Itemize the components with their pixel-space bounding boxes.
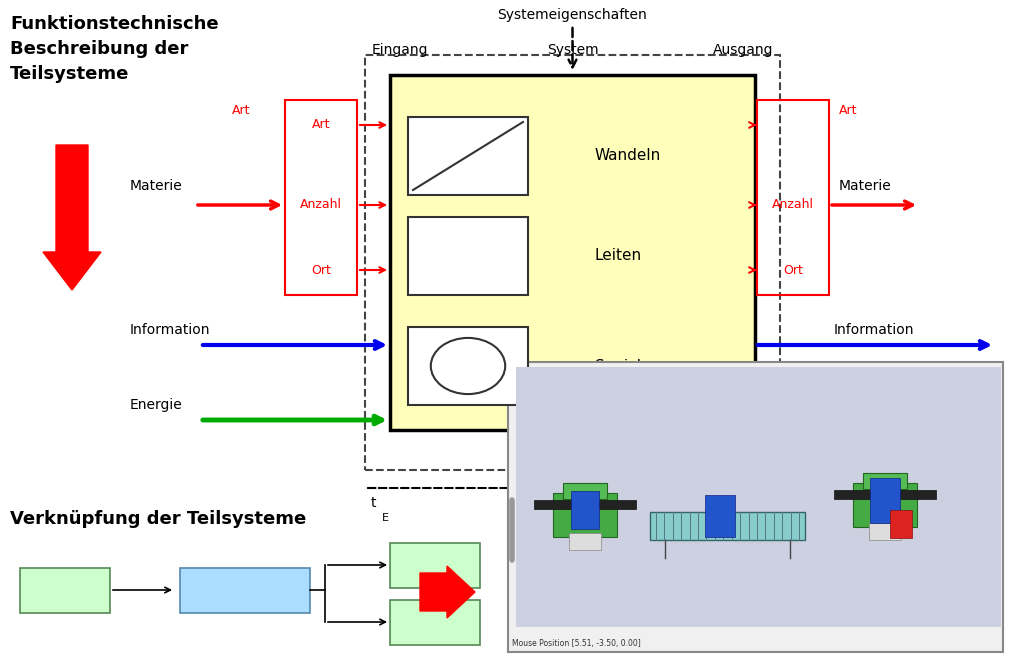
Bar <box>390 599 480 645</box>
Text: Ort: Ort <box>783 263 803 277</box>
FancyArrow shape <box>43 145 101 290</box>
Text: Funktionstechnische
Beschreibung der
Teilsysteme: Funktionstechnische Beschreibung der Tei… <box>10 15 219 83</box>
Bar <box>834 490 937 499</box>
Text: System: System <box>547 43 598 57</box>
Text: t: t <box>370 496 375 510</box>
FancyArrow shape <box>420 566 475 618</box>
Text: Δt: Δt <box>563 460 582 478</box>
Text: Information: Information <box>130 323 211 337</box>
Bar <box>365 55 780 470</box>
Text: Materie: Materie <box>839 179 892 193</box>
Bar <box>562 483 607 499</box>
Bar <box>390 543 480 587</box>
Bar <box>285 100 357 295</box>
Bar <box>571 491 599 529</box>
Text: Puffer: Puffer <box>227 583 263 597</box>
Text: Maschine: Maschine <box>406 558 465 572</box>
Bar <box>862 473 907 489</box>
Text: Eingang: Eingang <box>372 43 428 57</box>
Text: Information: Information <box>834 323 914 337</box>
Text: Ausgang: Ausgang <box>713 43 773 57</box>
Text: Wandeln: Wandeln <box>595 148 661 164</box>
Bar <box>757 100 829 295</box>
Bar <box>534 500 637 510</box>
Text: Maschine: Maschine <box>406 616 465 628</box>
Text: Energie: Energie <box>834 398 887 412</box>
Text: Anzahl: Anzahl <box>300 199 342 211</box>
Bar <box>869 523 901 540</box>
Bar <box>408 117 528 195</box>
Text: Art: Art <box>232 104 250 117</box>
Bar <box>650 512 805 540</box>
Text: Ort: Ort <box>311 263 331 277</box>
Bar <box>890 510 912 537</box>
Text: Systemeigenschaften: Systemeigenschaften <box>497 8 648 22</box>
Bar <box>408 327 528 405</box>
Text: E: E <box>381 513 388 523</box>
Text: t: t <box>769 496 775 510</box>
Text: Speichern: Speichern <box>595 358 671 374</box>
Text: Anzahl: Anzahl <box>772 199 814 211</box>
Text: Mouse Position [5.51, -3.50, 0.00]: Mouse Position [5.51, -3.50, 0.00] <box>512 639 641 648</box>
Text: A: A <box>781 513 789 523</box>
Bar <box>508 362 1003 652</box>
Bar <box>569 533 601 550</box>
Text: Simulation des zeitlichen Ablaufs: Simulation des zeitlichen Ablaufs <box>510 510 847 528</box>
Text: Art: Art <box>312 119 331 131</box>
Ellipse shape <box>431 338 505 394</box>
Bar <box>870 477 900 523</box>
Bar <box>20 568 110 612</box>
Text: Leiten: Leiten <box>595 249 642 263</box>
Text: Energie: Energie <box>130 398 183 412</box>
Text: Verknüpfung der Teilsysteme: Verknüpfung der Teilsysteme <box>10 510 306 528</box>
Bar <box>180 568 310 612</box>
Text: Art: Art <box>839 104 857 117</box>
Text: Materie: Materie <box>130 179 183 193</box>
Bar <box>408 217 528 295</box>
Bar <box>853 482 917 527</box>
Bar <box>516 367 1001 627</box>
Bar <box>705 495 735 537</box>
Text: Maschine: Maschine <box>36 583 95 597</box>
Bar <box>553 492 617 537</box>
Bar <box>390 75 755 430</box>
